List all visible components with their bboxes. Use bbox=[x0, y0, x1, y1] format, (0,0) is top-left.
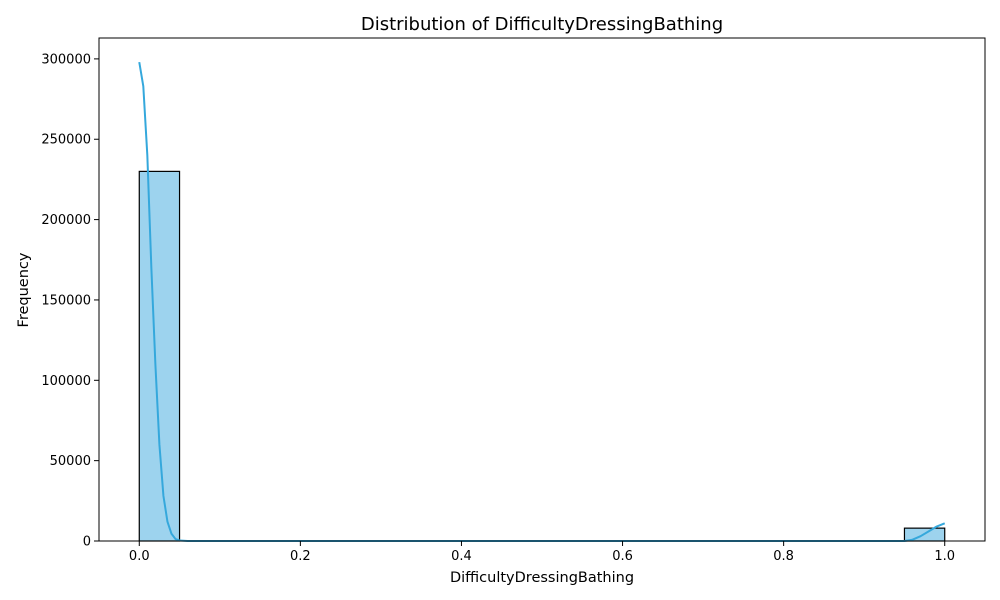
y-tick-label: 100000 bbox=[41, 374, 91, 389]
y-tick-label: 50000 bbox=[50, 454, 91, 469]
x-tick-label: 0.8 bbox=[773, 549, 794, 564]
plot-frame bbox=[98, 37, 986, 542]
y-tick-label: 150000 bbox=[41, 293, 91, 308]
y-tick-label: 300000 bbox=[41, 52, 91, 67]
x-tick-label: 0.0 bbox=[129, 549, 150, 564]
bars-layer bbox=[138, 170, 946, 542]
x-axis-label: DifficultyDressingBathing bbox=[450, 570, 634, 586]
y-tick-label: 250000 bbox=[41, 133, 91, 148]
y-axis-ticks: 0 50000 100000 150000 200000 250000 300000 bbox=[41, 52, 99, 550]
x-tick-label: 0.6 bbox=[612, 549, 633, 564]
x-tick-label: 1.0 bbox=[934, 549, 955, 564]
kde-layer bbox=[138, 61, 946, 542]
x-tick-label: 0.4 bbox=[451, 549, 472, 564]
y-tick-label: 0 bbox=[83, 535, 91, 550]
histogram-bar-0 bbox=[138, 170, 181, 542]
x-axis-ticks: 0.0 0.2 0.4 0.6 0.8 1.0 bbox=[129, 541, 955, 564]
x-tick-label: 0.2 bbox=[290, 549, 311, 564]
y-tick-label: 200000 bbox=[41, 213, 91, 228]
kde-line bbox=[138, 61, 946, 542]
chart-title: Distribution of DifficultyDressingBathin… bbox=[361, 14, 723, 35]
y-axis-label: Frequency bbox=[16, 252, 32, 327]
